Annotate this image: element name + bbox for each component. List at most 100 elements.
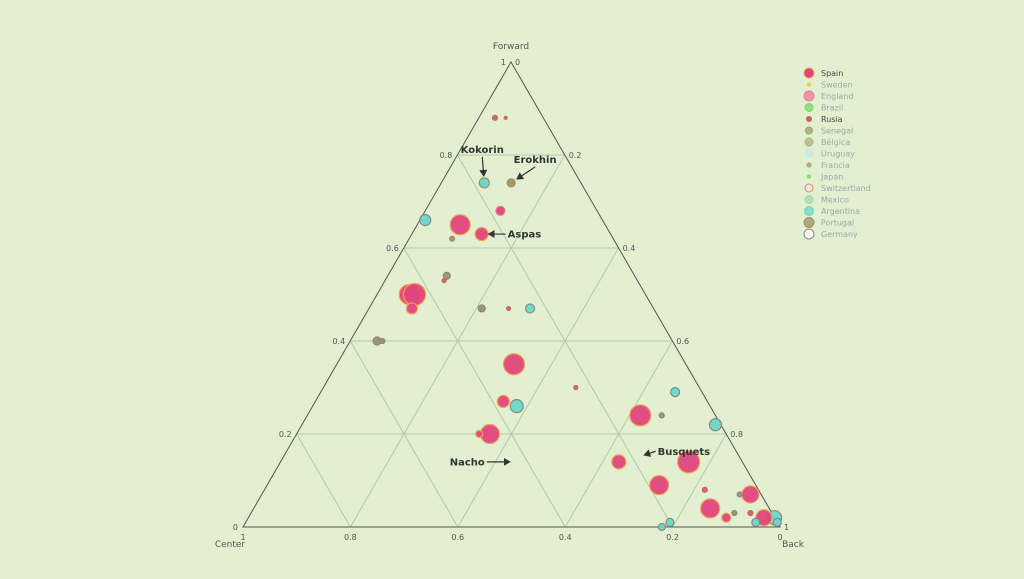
grid-line-center xyxy=(296,433,351,528)
grid-line-center xyxy=(403,247,566,528)
data-point[interactable] xyxy=(772,517,782,527)
legend-item[interactable]: Germany xyxy=(803,228,858,240)
tick-label-forward: 0.6 xyxy=(386,244,399,253)
legend-marker xyxy=(803,90,815,102)
legend-label: Senegal xyxy=(821,127,853,136)
data-point[interactable] xyxy=(419,214,432,227)
legend-item[interactable]: Sweden xyxy=(807,81,853,90)
data-point[interactable] xyxy=(449,214,471,236)
legend-marker xyxy=(804,103,814,112)
grid-line-back xyxy=(672,433,727,528)
legend-label: Spain xyxy=(821,69,843,78)
data-point[interactable] xyxy=(503,115,508,120)
data-point[interactable] xyxy=(701,486,708,493)
data-point[interactable] xyxy=(449,235,456,242)
legend-item[interactable]: Switzertland xyxy=(804,183,871,193)
legend-marker xyxy=(804,183,814,193)
tick-label-forward: 0.4 xyxy=(332,337,345,346)
legend-item[interactable]: Uruguay xyxy=(804,149,855,159)
data-point[interactable] xyxy=(700,498,721,519)
data-point[interactable] xyxy=(506,178,516,188)
data-point[interactable] xyxy=(736,491,743,498)
data-point[interactable] xyxy=(509,399,524,414)
data-point[interactable] xyxy=(658,412,665,419)
data-point[interactable] xyxy=(379,337,386,345)
data-point[interactable] xyxy=(505,305,512,312)
legend-label: Mexico xyxy=(821,196,849,205)
tick-labels: 0 0 0 0.2 0.2 0.2 0.4 0.4 0.4 0.6 0.6 0.6 0.8 0.8 0.8 1… xyxy=(233,58,789,542)
legend-item[interactable]: Rusia xyxy=(806,115,843,124)
annotation-arrow xyxy=(479,156,488,177)
legend-item[interactable]: Brazil xyxy=(804,103,843,113)
legend-label: Germany xyxy=(821,230,858,239)
tick-label-back: 0.8 xyxy=(730,430,743,439)
data-point[interactable] xyxy=(677,450,701,474)
data-point[interactable] xyxy=(721,512,732,523)
tick-label-forward: 0.2 xyxy=(279,430,292,439)
legend-item[interactable]: Japan xyxy=(807,173,844,182)
data-point[interactable] xyxy=(670,387,681,398)
data-point[interactable] xyxy=(747,509,754,517)
tick-label-center: 0 xyxy=(777,533,782,542)
tick-label-back: 0.4 xyxy=(623,244,636,253)
annotations: Kokorin Erokhin Aspas Nacho Busquets xyxy=(450,145,710,469)
legend-label: England xyxy=(821,92,853,101)
legend-item[interactable]: Bélgica xyxy=(804,137,850,147)
data-point[interactable] xyxy=(629,404,652,427)
data-point[interactable] xyxy=(649,475,670,496)
annotation-label: Nacho xyxy=(450,457,485,468)
legend-marker xyxy=(806,162,812,168)
data-point[interactable] xyxy=(657,522,666,532)
data-point[interactable] xyxy=(474,226,489,242)
data-point[interactable] xyxy=(405,302,419,315)
tick-label-back: 1 xyxy=(784,523,789,532)
data-point[interactable] xyxy=(502,353,526,376)
legend-marker xyxy=(804,195,814,204)
data-point[interactable] xyxy=(495,205,506,216)
tick-label-center: 0.4 xyxy=(559,533,572,542)
tick-label-forward: 1 xyxy=(501,58,506,67)
data-point[interactable] xyxy=(573,384,579,391)
grid-lines xyxy=(296,154,727,528)
axis-title-center: Center xyxy=(215,540,246,550)
tick-label-back: 0 xyxy=(515,58,520,67)
legend-marker xyxy=(805,126,813,135)
legend-marker xyxy=(807,82,811,87)
legend-item[interactable]: Spain xyxy=(803,67,843,79)
legend-item[interactable]: Portugal xyxy=(803,217,854,228)
tick-label-back: 0.2 xyxy=(569,151,582,160)
data-point[interactable] xyxy=(475,429,484,439)
data-point[interactable] xyxy=(524,303,536,314)
legend-item[interactable]: England xyxy=(803,90,853,102)
legend-label: Japan xyxy=(820,173,843,182)
tick-label-center: 0.8 xyxy=(344,533,357,542)
legend-marker xyxy=(804,149,814,158)
data-point[interactable] xyxy=(441,277,447,284)
legend-label: Rusia xyxy=(821,115,843,124)
data-point[interactable] xyxy=(708,418,723,432)
legend-marker xyxy=(806,116,812,122)
legend-marker xyxy=(804,206,814,216)
legend-label: Switzertland xyxy=(821,184,871,193)
legend-item[interactable]: Mexico xyxy=(804,195,849,205)
annotation-label: Aspas xyxy=(508,230,542,241)
data-point[interactable] xyxy=(478,177,490,189)
data-point[interactable] xyxy=(611,454,627,470)
data-point[interactable] xyxy=(477,304,486,313)
legend-item[interactable]: Senegal xyxy=(805,126,854,136)
annotation-label: Busquets xyxy=(658,447,711,458)
legend-item[interactable]: Francia xyxy=(806,161,850,170)
data-points xyxy=(372,114,783,532)
data-point[interactable] xyxy=(491,114,499,121)
data-point[interactable] xyxy=(496,394,510,409)
legend-item[interactable]: Argentina xyxy=(804,206,861,217)
data-point[interactable] xyxy=(442,271,451,280)
data-point[interactable] xyxy=(751,517,761,527)
legend-label: Francia xyxy=(821,161,850,170)
data-point[interactable] xyxy=(402,282,427,307)
data-point[interactable] xyxy=(665,517,675,527)
data-point[interactable] xyxy=(731,509,738,517)
data-point[interactable] xyxy=(741,485,760,504)
